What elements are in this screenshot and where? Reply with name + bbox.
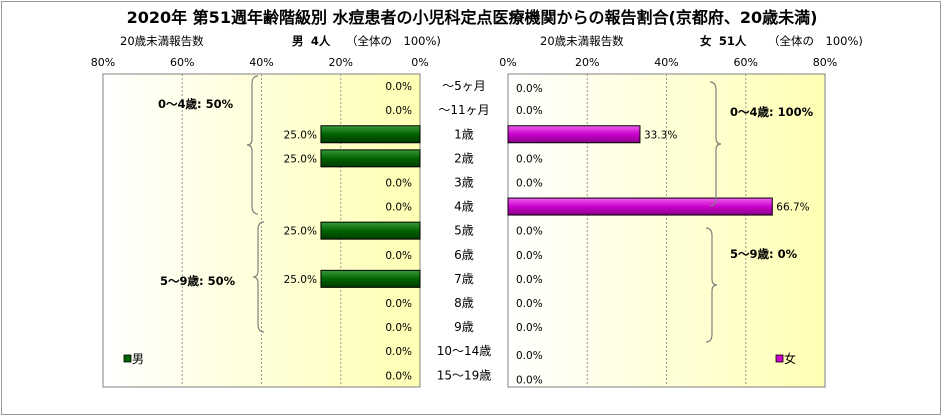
category-label: 6歳	[454, 248, 474, 262]
male-value-label: 0.0%	[385, 177, 412, 189]
right-count: 51人	[718, 34, 747, 48]
female-legend-label: 女	[784, 351, 796, 366]
left-tick-label: 0%	[411, 56, 428, 69]
right-sex: 女	[700, 34, 712, 48]
female-value-label: 0.0%	[516, 322, 543, 334]
female-value-label: 0.0%	[516, 250, 543, 262]
left-total: （全体の 100%)	[346, 34, 441, 48]
female-value-label: 33.3%	[644, 129, 677, 141]
category-label: 15～19歳	[437, 368, 492, 382]
male-bar	[320, 149, 421, 168]
category-label: 9歳	[454, 320, 474, 334]
male-value-label: 0.0%	[385, 81, 412, 93]
category-label: 1歳	[454, 127, 474, 141]
left-tick-label: 60%	[170, 56, 194, 69]
category-label: 5歳	[454, 224, 474, 238]
right-sex-count: 女 51人	[700, 33, 746, 49]
left-count: 4人	[310, 34, 331, 48]
male-bar	[320, 125, 421, 144]
male-value-label: 0.0%	[385, 105, 412, 117]
male-value-label: 0.0%	[385, 370, 412, 382]
category-label: 4歳	[454, 200, 474, 214]
category-label: 2歳	[454, 151, 474, 165]
left-sex-count: 男 4人	[292, 33, 330, 49]
male-value-label: 0.0%	[385, 202, 412, 214]
female-value-label: 0.0%	[516, 226, 543, 238]
category-label: 3歳	[454, 175, 474, 189]
female-value-label: 0.0%	[516, 153, 543, 165]
male-value-label: 0.0%	[385, 322, 412, 334]
left-tick-label: 20%	[329, 56, 353, 69]
right-bracket-label: 0～4歳: 100%	[730, 105, 814, 119]
right-total: （全体の 100%)	[768, 34, 863, 48]
female-value-label: 0.0%	[516, 298, 543, 310]
female-bar	[507, 125, 641, 144]
right-tick-label: 60%	[734, 56, 758, 69]
left-tick-label: 40%	[249, 56, 273, 69]
right-tick-label: 80%	[813, 56, 837, 69]
left-bracket-label: 0～4歳: 50%	[158, 97, 234, 111]
right-bracket	[705, 227, 718, 343]
left-tick-label: 80%	[91, 56, 115, 69]
category-label: 8歳	[454, 296, 474, 310]
male-value-label: 0.0%	[385, 298, 412, 310]
left-bracket-label: 5～9歳: 50%	[160, 274, 236, 288]
male-value-label: 25.0%	[284, 129, 317, 141]
chart-title: 2020年 第51週年齢階級別 水痘患者の小児科定点医療機関からの報告割合(京都…	[126, 8, 818, 27]
category-label: 7歳	[454, 272, 474, 286]
category-label: 10～14歳	[437, 344, 492, 358]
male-value-label: 25.0%	[284, 226, 317, 238]
male-legend-swatch	[123, 354, 132, 363]
male-bar	[320, 269, 421, 288]
female-value-label: 0.0%	[516, 374, 543, 386]
male-value-label: 25.0%	[284, 274, 317, 286]
right-tick-label: 20%	[575, 56, 599, 69]
left-sex: 男	[292, 34, 304, 48]
male-bar	[320, 221, 421, 240]
male-value-label: 25.0%	[284, 153, 317, 165]
female-value-label: 0.0%	[516, 274, 543, 286]
female-value-label: 0.0%	[516, 105, 543, 117]
left-bracket	[252, 221, 265, 333]
right-bracket-label: 5～9歳: 0%	[730, 247, 798, 261]
left-bracket	[246, 75, 259, 215]
category-label: ～5ヶ月	[442, 79, 486, 93]
right-tick-label: 0%	[499, 56, 516, 69]
right-tick-label: 40%	[654, 56, 678, 69]
right-bracket	[709, 81, 722, 207]
female-bar	[507, 197, 773, 216]
female-value-label: 0.0%	[516, 177, 543, 189]
left-report-label: 20歳未満報告数	[120, 34, 204, 48]
male-value-label: 0.0%	[385, 346, 412, 358]
right-report-label: 20歳未満報告数	[540, 34, 624, 48]
category-label: ～11ヶ月	[438, 103, 489, 117]
female-value-label: 66.7%	[776, 202, 809, 214]
male-legend-label: 男	[132, 352, 144, 366]
male-value-label: 0.0%	[385, 250, 412, 262]
female-value-label: 0.0%	[516, 83, 543, 95]
female-value-label: 0.0%	[516, 350, 543, 362]
female-legend-swatch	[775, 354, 784, 363]
